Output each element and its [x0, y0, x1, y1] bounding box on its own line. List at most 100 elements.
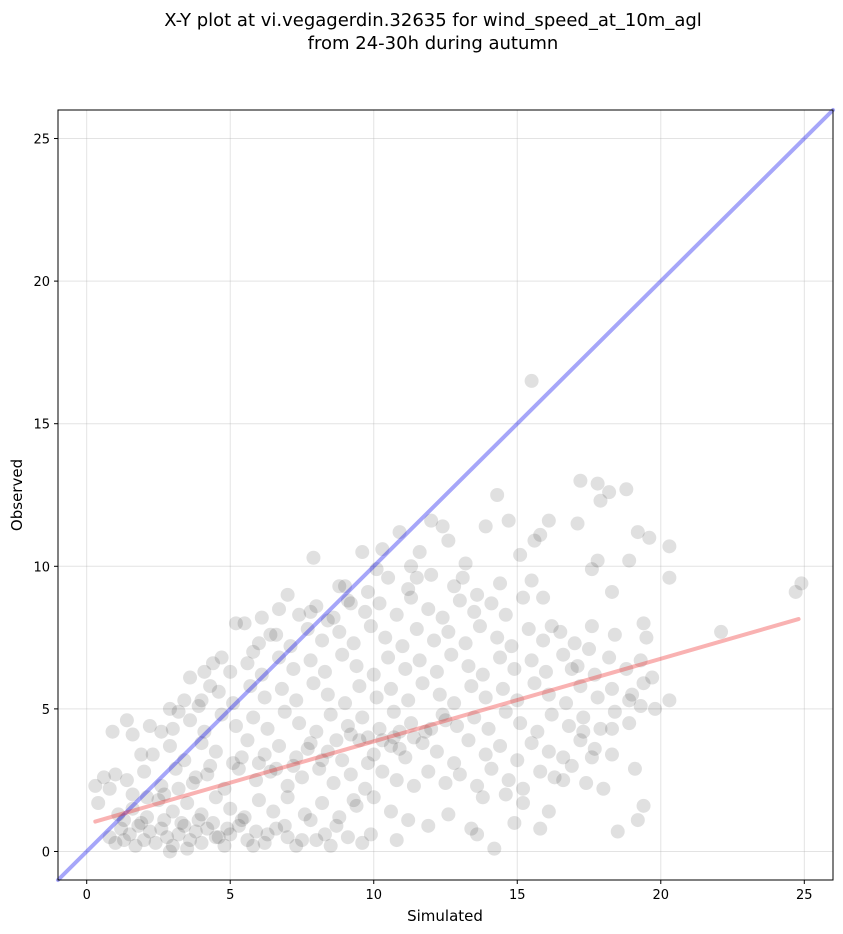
data-point: [527, 533, 542, 548]
data-point: [323, 838, 338, 853]
data-point: [335, 753, 350, 768]
data-point: [438, 713, 453, 728]
data-point: [395, 639, 410, 654]
data-point: [438, 776, 453, 791]
data-point: [461, 733, 476, 748]
data-point: [630, 525, 645, 540]
data-point: [177, 753, 192, 768]
data-point: [498, 704, 513, 719]
data-point: [464, 821, 479, 836]
data-point: [401, 813, 416, 828]
data-point: [556, 750, 571, 765]
data-point: [303, 604, 318, 619]
data-point: [352, 679, 367, 694]
data-point: [343, 596, 358, 611]
data-point: [481, 721, 496, 736]
data-point: [372, 596, 387, 611]
data-point: [306, 676, 321, 691]
y-axis-label: Observed: [8, 459, 26, 531]
data-point: [317, 664, 332, 679]
data-point: [429, 744, 444, 759]
data-point: [607, 704, 622, 719]
data-point: [449, 719, 464, 733]
data-point: [398, 661, 413, 676]
data-point: [478, 747, 493, 762]
data-point: [246, 644, 261, 659]
data-point: [633, 653, 648, 668]
data-point: [234, 750, 249, 765]
data-point: [498, 607, 513, 622]
data-point: [234, 813, 249, 828]
data-point: [91, 796, 106, 810]
data-point: [96, 770, 111, 785]
data-point: [154, 778, 169, 793]
data-point: [484, 761, 499, 776]
x-tick-label: 25: [796, 888, 813, 903]
data-point: [441, 624, 456, 639]
data-point: [573, 679, 588, 694]
data-point: [501, 513, 516, 528]
data-point: [326, 610, 341, 625]
data-point: [125, 787, 140, 802]
data-point: [458, 636, 473, 651]
data-point: [286, 758, 301, 773]
data-point: [358, 781, 373, 796]
data-point: [392, 741, 407, 756]
data-point: [435, 610, 450, 625]
data-point: [269, 761, 284, 776]
data-point: [306, 550, 321, 565]
data-point: [452, 593, 467, 608]
data-point: [283, 639, 298, 654]
data-point: [587, 667, 602, 682]
data-point: [645, 670, 660, 685]
data-point: [180, 796, 195, 810]
data-point: [226, 696, 241, 711]
data-point: [117, 813, 132, 828]
data-point: [409, 622, 424, 637]
data-point: [335, 647, 350, 662]
data-point: [541, 804, 556, 819]
data-point: [180, 841, 195, 856]
data-point: [467, 710, 482, 725]
data-point: [447, 579, 462, 594]
data-point: [217, 838, 232, 853]
data-point: [361, 730, 375, 745]
data-point: [383, 804, 398, 819]
data-point: [286, 661, 301, 676]
data-point: [254, 667, 269, 682]
data-point: [119, 713, 134, 728]
data-point: [200, 821, 215, 836]
data-point: [369, 562, 384, 577]
data-point: [584, 750, 599, 765]
data-point: [521, 622, 536, 637]
x-tick-label: 15: [509, 888, 526, 903]
data-point: [119, 773, 134, 788]
data-point: [375, 764, 390, 779]
data-point: [493, 650, 508, 665]
data-point: [527, 676, 542, 691]
data-point: [593, 721, 608, 736]
data-point: [343, 767, 358, 782]
data-point: [309, 724, 324, 739]
data-point: [392, 525, 407, 540]
data-point: [349, 798, 364, 813]
data-point: [633, 699, 648, 714]
data-point: [151, 793, 166, 808]
chart-subtitle: from 24-30h during autumn: [308, 33, 559, 54]
data-point: [452, 767, 467, 782]
data-point: [415, 736, 430, 751]
data-point: [355, 835, 370, 850]
data-point: [194, 736, 209, 751]
data-point: [237, 810, 252, 825]
data-point: [317, 827, 332, 842]
x-axis-ticks: 0 5 10 15 20 25: [83, 880, 813, 903]
data-point: [203, 679, 218, 694]
data-point: [142, 719, 157, 733]
data-point: [593, 493, 608, 508]
data-point: [251, 793, 266, 808]
data-point: [114, 821, 129, 836]
data-point: [498, 787, 513, 802]
data-point: [435, 707, 450, 722]
data-point: [320, 687, 335, 702]
y-axis-ticks: 0 5 10 15 20 25: [33, 133, 58, 860]
